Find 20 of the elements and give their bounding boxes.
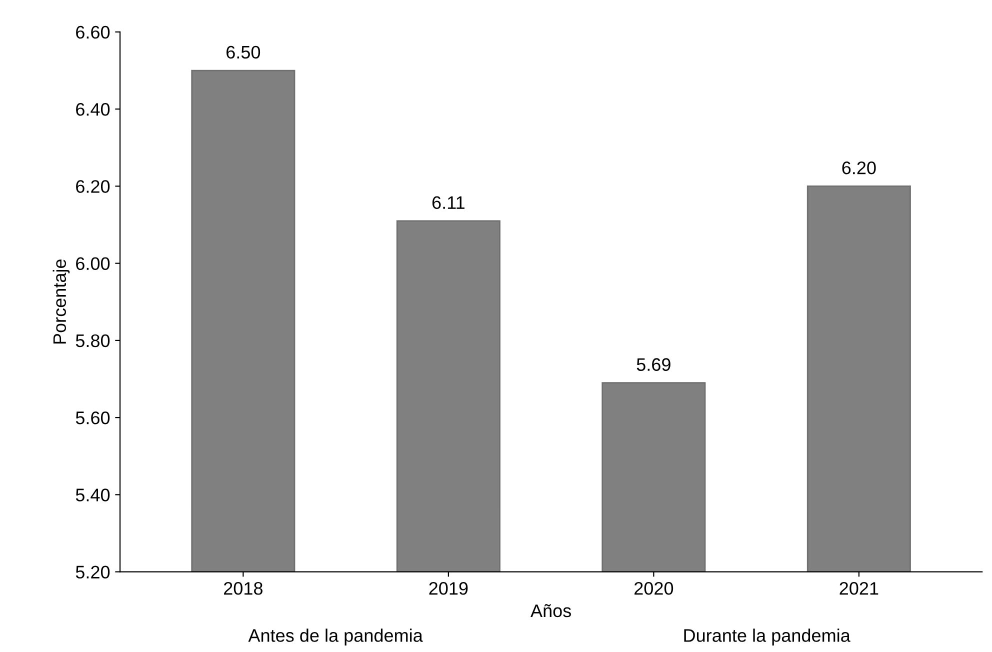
text: Durante la pandemia bbox=[684, 628, 850, 646]
y-axis-title: Porcentaje bbox=[52, 260, 70, 344]
y-tick-label: 5.60 bbox=[76, 411, 110, 424]
y-tick-label: 6.00 bbox=[76, 257, 110, 270]
y-tick-label: 6.20 bbox=[76, 180, 110, 193]
x-axis-title: Años bbox=[530, 604, 571, 618]
y-tick-label: 6.60 bbox=[76, 26, 110, 39]
y-tick-label: 5.20 bbox=[76, 566, 110, 579]
x-tick-label: 2021 bbox=[840, 582, 878, 595]
x-tick-label: 2020 bbox=[634, 582, 674, 595]
data-label: 6.20 bbox=[842, 162, 876, 174]
data-label: 6.11 bbox=[432, 196, 464, 209]
data-label: 6.50 bbox=[226, 46, 260, 59]
x-tick-label: 2018 bbox=[224, 582, 262, 595]
data-label: 5.69 bbox=[636, 358, 670, 371]
y-tick-label: 6.40 bbox=[76, 103, 110, 116]
text: Antes de la pandemia bbox=[248, 628, 423, 646]
y-tick-label: 5.40 bbox=[76, 488, 110, 502]
y-tick-label: 5.80 bbox=[76, 334, 110, 348]
x-tick-label: 2019 bbox=[429, 582, 468, 595]
